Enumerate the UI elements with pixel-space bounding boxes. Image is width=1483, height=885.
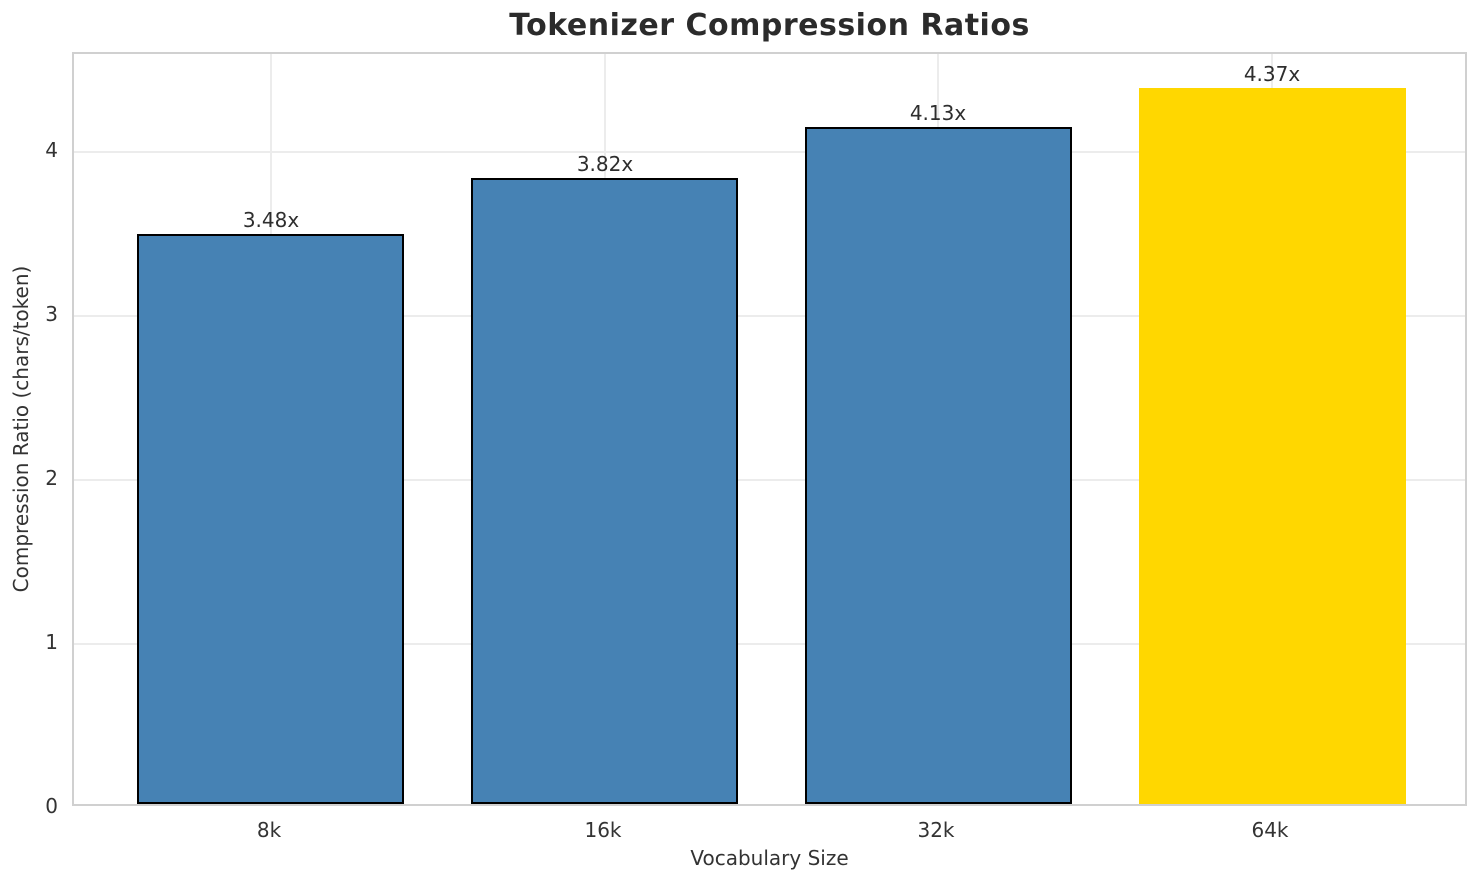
bar-64k — [1139, 88, 1406, 804]
x-tick-label: 16k — [584, 818, 622, 842]
bar-32k — [805, 127, 1072, 804]
bar-value-label: 3.48x — [242, 208, 300, 232]
y-tick-label: 0 — [45, 794, 58, 818]
bar-16k — [471, 178, 738, 804]
x-tick-label: 64k — [1251, 818, 1289, 842]
y-tick-label: 3 — [45, 302, 58, 327]
y-tick-label: 1 — [45, 630, 58, 655]
chart-title: Tokenizer Compression Ratios — [509, 8, 1030, 43]
x-axis-label: Vocabulary Size — [690, 846, 849, 870]
gridline-horizontal — [74, 643, 1465, 646]
bar-value-label: 4.37x — [1243, 62, 1301, 86]
x-tick-label: 8k — [256, 818, 282, 842]
gridline-horizontal — [74, 315, 1465, 318]
bar-8k — [137, 234, 404, 804]
x-tick-label: 32k — [917, 818, 955, 842]
plot-area: 3.48x 3.82x 4.13x 4.37x — [72, 52, 1467, 806]
y-tick-label: 4 — [45, 138, 58, 163]
y-tick-label: 2 — [45, 466, 58, 491]
bar-value-label: 4.13x — [909, 101, 967, 125]
y-axis-label: Compression Ratio (chars/token) — [9, 265, 33, 593]
bar-value-label: 3.82x — [576, 152, 634, 176]
gridline-horizontal — [74, 151, 1465, 154]
gridline-horizontal — [74, 479, 1465, 482]
